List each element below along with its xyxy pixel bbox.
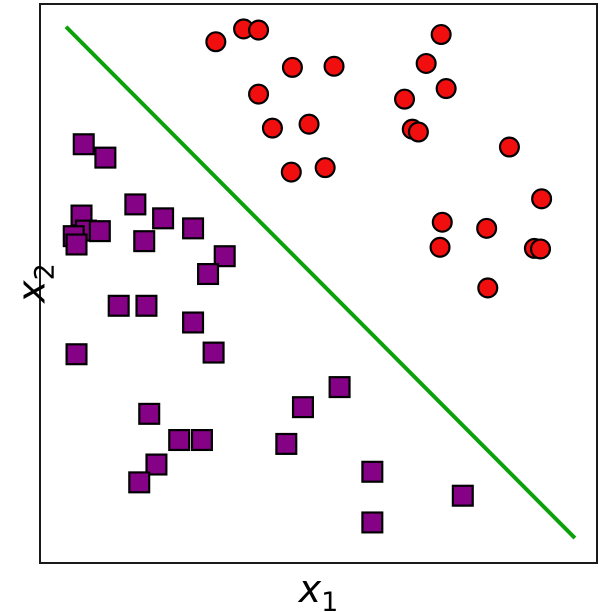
data-point-red-circle (298, 113, 320, 135)
data-point-purple-square (328, 376, 351, 399)
data-point-red-circle (476, 217, 498, 239)
data-point-purple-square (291, 396, 314, 419)
data-point-red-circle (431, 211, 453, 233)
data-point-purple-square (361, 511, 384, 534)
data-point-purple-square (361, 460, 384, 483)
data-point-red-circle (415, 52, 437, 75)
data-point-red-circle (407, 121, 429, 143)
data-point-red-circle (248, 83, 270, 105)
x-axis-label-base: x (298, 567, 322, 611)
data-point-purple-square (197, 263, 220, 286)
data-point-red-circle (477, 277, 499, 299)
data-point-red-circle (248, 19, 270, 41)
data-point-red-circle (430, 23, 452, 46)
data-point-purple-square (128, 471, 151, 494)
data-point-purple-square (138, 402, 161, 425)
data-point-purple-square (107, 294, 130, 317)
data-point-red-circle (435, 78, 457, 100)
data-point-purple-square (65, 233, 88, 256)
decision-boundary-line (64, 25, 577, 540)
data-point-purple-square (72, 133, 95, 156)
plot-area (39, 3, 598, 564)
data-point-purple-square (65, 343, 88, 366)
data-point-purple-square (182, 217, 205, 240)
data-point-purple-square (152, 207, 175, 230)
data-point-purple-square (133, 230, 156, 253)
data-point-red-circle (205, 31, 227, 53)
data-point-red-circle (429, 236, 451, 258)
x-axis-label-subscript: 1 (321, 587, 339, 612)
data-point-red-circle (529, 238, 552, 260)
data-point-purple-square (202, 341, 225, 364)
y-axis-label-subscript: 2 (29, 263, 61, 281)
data-point-red-circle (323, 55, 345, 77)
data-point-purple-square (94, 146, 117, 169)
data-point-red-circle (314, 157, 336, 179)
data-point-red-circle (394, 88, 416, 110)
data-point-purple-square (135, 294, 158, 317)
data-point-purple-square (88, 220, 111, 243)
plot-svg (62, 18, 577, 540)
data-point-purple-square (451, 484, 474, 507)
data-point-purple-square (168, 428, 191, 452)
data-point-purple-square (182, 311, 205, 334)
data-point-purple-square (124, 193, 147, 216)
data-point-purple-square (145, 453, 168, 476)
data-point-red-circle (531, 188, 553, 210)
data-point-purple-square (190, 428, 213, 452)
y-axis-label-base: x (9, 280, 54, 303)
data-point-red-circle (498, 136, 520, 158)
data-point-red-circle (261, 117, 283, 139)
data-point-purple-square (213, 245, 236, 268)
data-point-purple-square (275, 432, 298, 455)
data-point-red-circle (280, 161, 302, 183)
data-point-red-circle (281, 56, 303, 78)
